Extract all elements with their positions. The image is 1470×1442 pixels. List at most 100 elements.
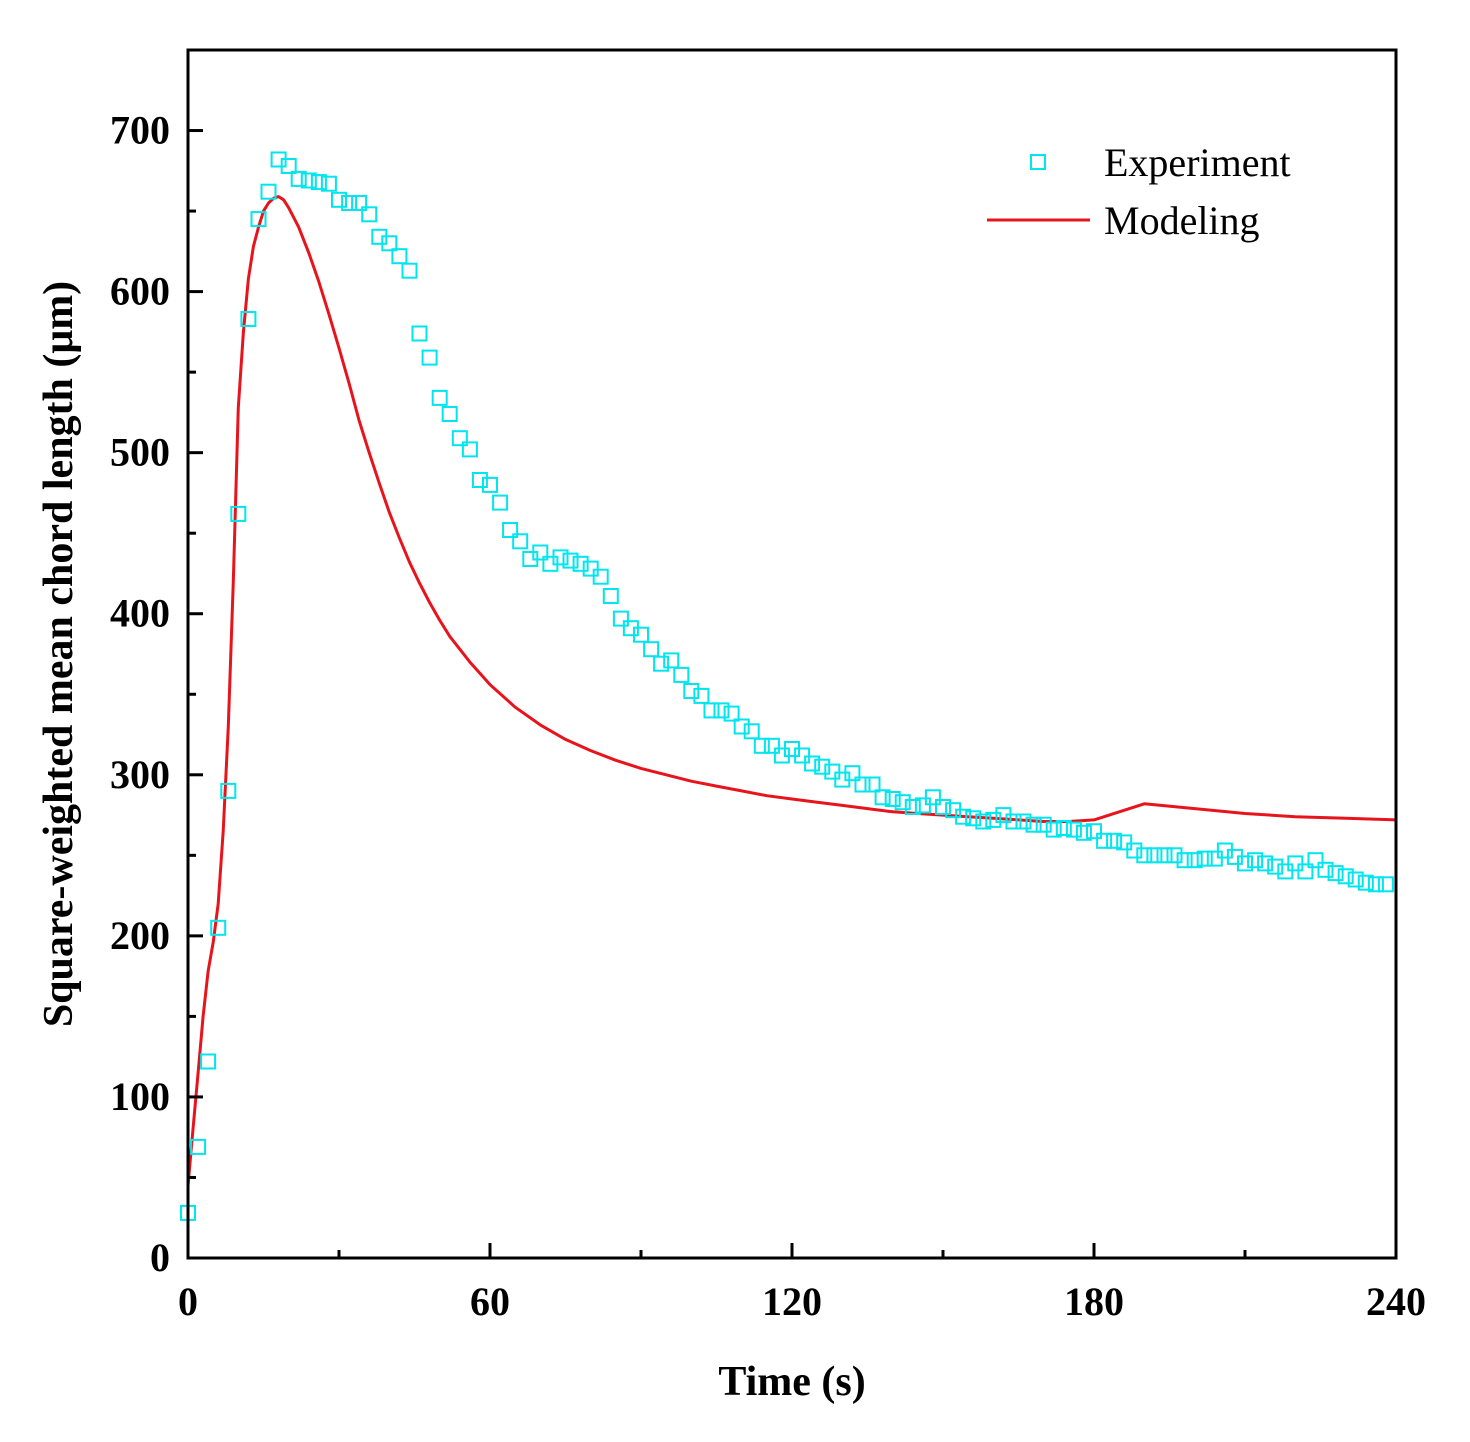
experiment-point (1096, 832, 1113, 849)
experiment-point (683, 683, 700, 699)
experiment-point (492, 494, 509, 511)
experiment-point (1206, 850, 1223, 867)
experiment-point (471, 472, 488, 488)
experiment-point (431, 389, 448, 406)
experiment-point (1247, 852, 1264, 869)
experiment-point (200, 1053, 217, 1070)
experiment-point (1377, 876, 1394, 893)
experiment-point (753, 737, 770, 754)
experiment-point (633, 626, 649, 643)
experiment-point (914, 797, 931, 814)
experiment-point (814, 758, 831, 775)
experiment-point (1196, 850, 1213, 867)
experiment-point (250, 211, 267, 228)
x-tick-label: 120 (762, 1279, 822, 1324)
experiment-point (361, 206, 378, 223)
legend: Experiment Modeling (987, 140, 1291, 243)
experiment-point (924, 789, 941, 806)
experiment-point (673, 666, 690, 683)
experiment-point (1005, 813, 1022, 830)
experiment-point (1106, 832, 1123, 849)
experiment-point (763, 737, 780, 754)
experiment-point (260, 183, 277, 200)
experiment-point (975, 813, 992, 830)
experiment-point (582, 560, 599, 577)
modeling-series-line (186, 195, 1397, 1186)
experiment-point (1166, 847, 1183, 864)
experiment-point (1086, 823, 1102, 840)
legend-experiment-label: Experiment (1104, 140, 1291, 185)
experiment-point (190, 1138, 207, 1155)
y-tick-label: 700 (110, 108, 170, 153)
experiment-point (552, 549, 569, 566)
y-tick-label: 400 (110, 591, 170, 636)
experiment-point (884, 791, 901, 807)
experiment-point (713, 702, 730, 719)
experiment-point (1065, 821, 1082, 838)
experiment-point (723, 705, 740, 722)
experiment-point (643, 641, 660, 658)
experiment-point (1035, 816, 1052, 833)
experiment-point (230, 505, 247, 522)
experiment-point (602, 588, 619, 604)
experiment-point (331, 191, 347, 208)
experiment-point (401, 262, 418, 279)
experiment-point (310, 174, 327, 191)
experiment-point (290, 170, 307, 187)
experiment-point (1025, 816, 1042, 833)
x-tick-label: 0 (178, 1279, 198, 1324)
experiment-point (592, 568, 609, 585)
experiment-point (864, 776, 881, 793)
legend-experiment-marker (1030, 154, 1046, 170)
plot-content (180, 151, 1397, 1221)
experiment-point (985, 811, 1002, 828)
y-tick-label: 300 (110, 752, 170, 797)
experiment-point (1126, 842, 1143, 859)
experiment-point (502, 522, 519, 538)
experiment-point (965, 810, 982, 827)
experiment-point (663, 652, 680, 669)
experiment-point (874, 789, 891, 806)
y-tick-label: 600 (110, 269, 170, 314)
experiment-point (894, 794, 911, 811)
y-tick-label: 100 (110, 1074, 170, 1119)
experiment-point (1055, 820, 1072, 836)
experiment-point (1347, 871, 1364, 888)
experiment-point (1136, 847, 1153, 864)
experiment-point (210, 919, 227, 936)
experiment-point (854, 776, 871, 793)
experiment-point (935, 799, 951, 815)
experiment-point (804, 755, 821, 772)
y-axis-title: Square-weighted mean chord length (μm) (36, 281, 82, 1027)
experiment-point (220, 782, 237, 799)
experiment-point (421, 349, 438, 366)
experiment-point (1116, 834, 1133, 851)
x-tick-label: 180 (1064, 1279, 1124, 1324)
experiment-point (733, 718, 750, 735)
experiment-point (1176, 852, 1193, 869)
experiment-point (461, 441, 478, 458)
experiment-point (280, 158, 297, 174)
experiment-point (743, 723, 760, 740)
experiment-point (1146, 847, 1163, 864)
experiment-point (411, 325, 428, 342)
y-tick-label: 0 (150, 1235, 170, 1280)
experiment-point (482, 476, 498, 493)
experiment-point (451, 430, 468, 447)
experiment-point (240, 311, 257, 327)
experiment-point (341, 195, 358, 211)
experiment-point (1186, 852, 1203, 869)
experiment-point (904, 799, 921, 815)
experiment-point (1075, 824, 1092, 841)
experiment-point (1257, 855, 1274, 872)
x-tick-label: 240 (1366, 1279, 1426, 1324)
experiment-point (1317, 861, 1334, 878)
experiment-point (1307, 852, 1324, 869)
experiment-point (351, 195, 368, 211)
experiment-point (1045, 821, 1062, 838)
experiment-point (1237, 855, 1253, 872)
experiment-point (320, 175, 337, 192)
experiment-point (1357, 874, 1374, 891)
